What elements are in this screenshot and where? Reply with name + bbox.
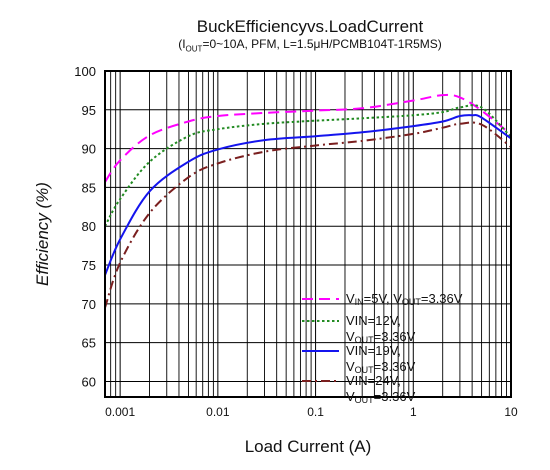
y-tick-label: 80 (82, 219, 96, 234)
x-tick-label: 0.1 (307, 405, 324, 419)
subtitle-prefix: (I (178, 37, 186, 51)
chart-title: BuckEfficiencyvs.LoadCurrent (196, 17, 424, 36)
legend-label-vin24: VOUT=3.36V (346, 389, 416, 405)
y-tick-label: 65 (82, 336, 96, 351)
y-tick-label: 70 (82, 297, 96, 312)
grid (104, 70, 512, 397)
legend-label-vin24: VIN=24V, (346, 373, 401, 388)
series-line-vin12 (104, 104, 512, 227)
legend-label-vin12: VIN=12V, (346, 313, 401, 328)
y-tick-label: 100 (74, 64, 96, 79)
y-tick-label: 90 (82, 142, 96, 157)
subtitle-subscript: OUT (185, 44, 203, 54)
legend-label-vin19: VOUT=3.36V (346, 359, 416, 375)
series-lines (104, 93, 512, 309)
chart-subtitle: (IOUT=0~10A, PFM, L=1.5μH/PCMB104T-1R5MS… (100, 37, 520, 53)
x-axis-label: Load Current (A) (245, 437, 372, 456)
series-line-vin24 (104, 121, 512, 309)
subtitle-rest: =0~10A, PFM, L=1.5μH/PCMB104T-1R5MS) (202, 37, 442, 51)
legend-label-vin19: VIN=19V, (346, 343, 401, 358)
plot-frame (104, 70, 512, 398)
x-tick-label: 10 (504, 405, 518, 419)
tick-labels: 0.001 0.01 0.1 1 10 60 65 70 75 80 85 90 95 100 (74, 64, 518, 419)
x-tick-label: 1 (410, 405, 417, 419)
series-line-vin5 (104, 93, 512, 183)
y-axis-label: Efficiency (%) (33, 182, 52, 286)
y-tick-label: 85 (82, 180, 96, 195)
legend-label-vin5: VIN=5V, VOUT=3.36V (346, 291, 463, 307)
y-tick-label: 95 (82, 103, 96, 118)
legend-label-vin12: VOUT=3.36V (346, 329, 416, 345)
y-tick-label: 60 (82, 374, 96, 389)
x-tick-label: 0.001 (105, 405, 135, 419)
series-line-vin19 (104, 114, 512, 276)
y-tick-label: 75 (82, 258, 96, 273)
legend: VIN=5V, VOUT=3.36VVIN=12V,VOUT=3.36VVIN=… (302, 291, 463, 405)
x-tick-label: 0.01 (206, 405, 230, 419)
